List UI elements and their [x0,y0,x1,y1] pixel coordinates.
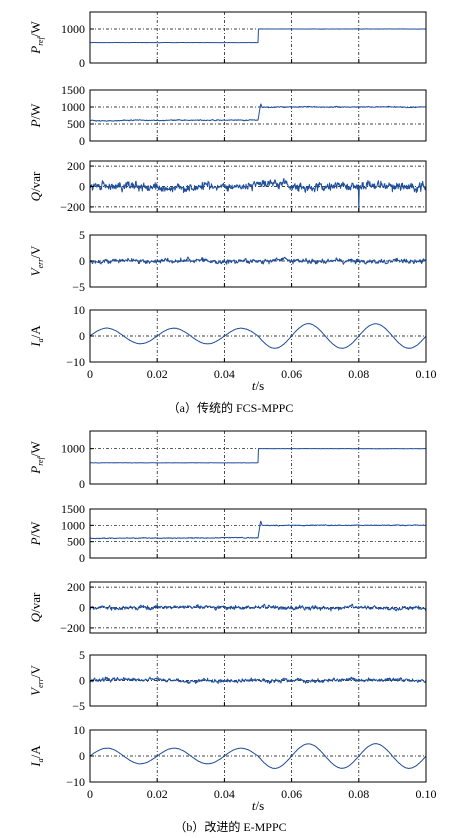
caption-a: （a）传统的 FCS-MPPC [167,401,294,415]
series-line-v_err_a [89,256,427,265]
ytick-label-p_a-3: 1500 [61,83,85,97]
ytick-label-i_a_b-1: 0 [79,749,85,763]
series-line-p_a [89,103,427,122]
ytick-label-p_a-2: 1000 [61,100,85,114]
axis-frame-p_ref_b [89,430,427,485]
ytick-label-p_b-1: 500 [67,535,85,549]
ytick-label-q_a-2: 200 [67,159,85,173]
ytick-label-p_b-2: 1000 [61,518,85,532]
y-axis-label-p_ref_a: Pref/W [28,21,45,55]
ytick-label-p_b-0: 0 [79,551,85,565]
panel-v_err_b: −5 0 5 [72,648,427,713]
series-line-p_b [89,520,427,540]
series-line-p_ref_b [89,448,427,464]
xtick-label-i_a_a-1: 0.02 [147,367,168,381]
xtick-label-i_a_b-3: 0.06 [281,787,302,801]
x-axis-label-i_a_a: t/s [252,378,264,393]
series-line-i_a_b [89,743,427,769]
xtick-label-i_a_a-4: 0.08 [348,367,369,381]
y-axis-label-q_b: Q/var [28,592,43,622]
ytick-label-p_a-1: 500 [67,117,85,131]
ytick-label-q_b-2: 200 [67,580,85,594]
ytick-label-p_ref_a-0: 0 [79,56,85,70]
panel-v_err_a: −5 0 5 [72,228,427,294]
xtick-label-i_a_b-0: 0 [87,787,93,801]
axis-frame-p_ref_a [89,11,427,64]
ytick-label-v_err_a-2: 5 [79,228,85,242]
xtick-label-i_a_a-0: 0 [87,367,93,381]
series-line-i_a_a [89,323,427,349]
ytick-label-v_err_b-2: 5 [79,648,85,662]
xtick-label-i_a_b-1: 0.02 [147,787,168,801]
panel-p_ref_a: 0 1000 [61,11,427,70]
axis-frame-p_b [89,508,427,559]
ytick-label-i_a_b-0: −10 [66,775,85,789]
ytick-label-i_a_a-0: −10 [66,355,85,369]
y-axis-label-p_b: P/W [28,521,43,547]
series-line-q_a [89,177,427,213]
ytick-label-v_err_a-0: −5 [72,280,85,294]
axis-frame-p_a [89,89,427,142]
y-axis-label-p_ref_b: Pref/W [28,441,45,475]
ytick-label-v_err_b-1: 0 [79,674,85,688]
panel-p_ref_b: 0 1000 [61,430,427,491]
panel-q_b: −200 0 200 [60,580,427,635]
panel-p_b: 0 500 1000 1500 [61,502,427,565]
ytick-label-p_b-3: 1500 [61,502,85,516]
ytick-label-q_b-0: −200 [60,621,85,635]
caption-b: （b）改进的 E-MPPC [174,820,287,834]
y-axis-label-p_a: P/W [28,103,43,129]
ytick-label-q_a-0: −200 [60,200,85,214]
y-axis-label-q_a: Q/var [28,171,43,201]
y-axis-label-v_err_a: Verr/V [28,245,45,276]
panel-q_a: −200 0 200 [60,159,427,214]
ytick-label-i_a_a-2: 10 [73,303,85,317]
xtick-label-i_a_b-5: 0.10 [416,787,437,801]
ytick-label-q_b-1: 0 [79,601,85,615]
series-line-q_b [89,603,427,612]
ytick-label-i_a_a-1: 0 [79,329,85,343]
ytick-label-v_err_b-0: −5 [72,699,85,713]
ytick-label-v_err_a-1: 0 [79,254,85,268]
series-line-p_ref_a [89,28,427,44]
xtick-label-i_a_b-4: 0.08 [348,787,369,801]
xtick-label-i_a_b-2: 0.04 [214,787,235,801]
ytick-label-i_a_b-2: 10 [73,723,85,737]
ytick-label-p_ref_b-0: 0 [79,477,85,491]
ytick-label-p_ref_b-1: 1000 [61,442,85,456]
xtick-label-i_a_a-2: 0.04 [214,367,235,381]
y-axis-label-i_a_b: Ia/A [28,745,45,768]
x-axis-label-i_a_b: t/s [252,798,264,813]
xtick-label-i_a_a-5: 0.10 [416,367,437,381]
ytick-label-q_a-1: 0 [79,180,85,194]
ytick-label-p_ref_a-1: 1000 [61,22,85,36]
y-axis-label-i_a_a: Ia/A [28,325,45,348]
series-line-v_err_b [89,676,427,685]
y-axis-label-v_err_b: Verr/V [28,665,45,696]
xtick-label-i_a_a-3: 0.06 [281,367,302,381]
ytick-label-p_a-0: 0 [79,134,85,148]
panel-p_a: 0 500 1000 1500 [61,83,427,148]
